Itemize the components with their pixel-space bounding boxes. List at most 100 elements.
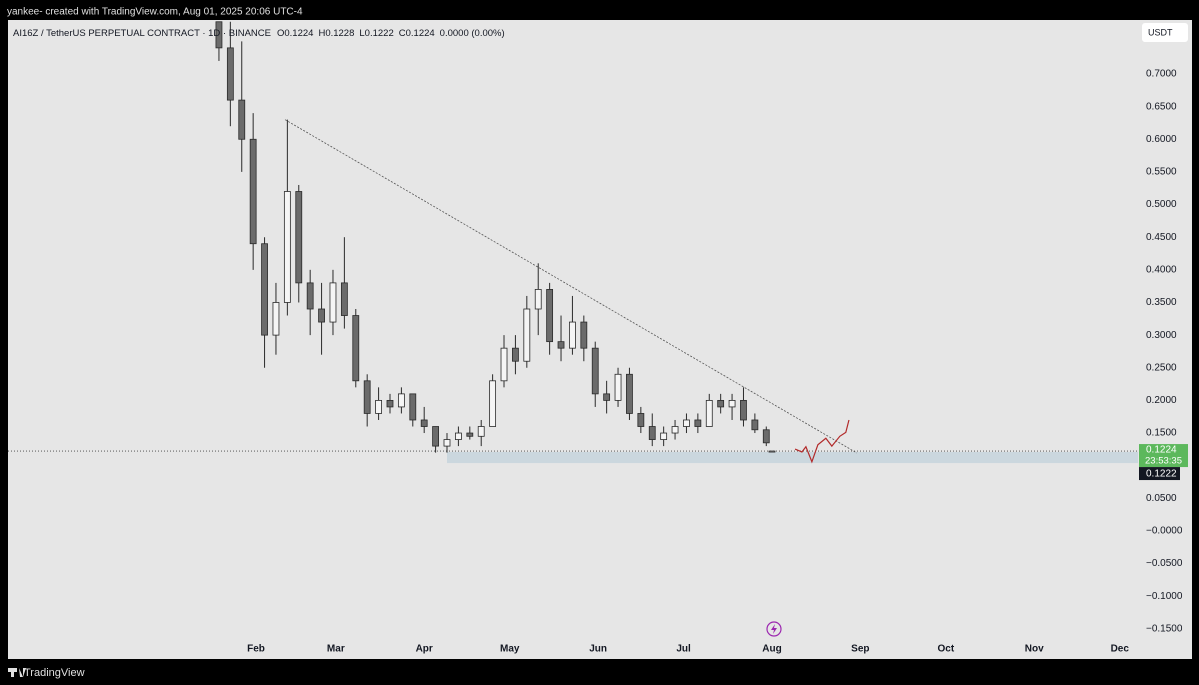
candle-body: [477, 426, 485, 437]
candle-body: [443, 439, 451, 447]
ohlc-key: H: [318, 28, 325, 39]
candle-body: [489, 380, 497, 427]
candle-body: [637, 413, 645, 427]
candle-body: [557, 341, 565, 349]
y-tick-label: −0.1500: [1146, 624, 1183, 635]
chart-area: [8, 20, 1192, 659]
candle-body: [751, 419, 759, 431]
candle-body: [283, 191, 291, 303]
candle-body: [660, 432, 668, 440]
x-tick-label: Nov: [1025, 644, 1044, 655]
x-tick-label: May: [500, 644, 520, 655]
y-tick-label: 0.0500: [1146, 493, 1177, 504]
candle-body: [432, 426, 439, 447]
y-tick-label: 0.6000: [1146, 134, 1177, 145]
y-tick-label: 0.1500: [1146, 428, 1177, 439]
candle-body: [306, 282, 314, 310]
x-tick-label: Sep: [851, 644, 869, 655]
ohlc-key: C: [399, 28, 406, 39]
candle-body: [603, 393, 611, 401]
plot: 0.7000 0.6500 0.6000 0.5500 0.5000 0.4500 0.40…: [8, 21, 1188, 655]
candle-body: [683, 419, 690, 427]
candle-body: [329, 282, 337, 323]
x-tick-label: Feb: [247, 644, 265, 655]
x-tick-label: Oct: [938, 644, 955, 655]
symbol-legend: AI16Z / TetherUS PERPETUAL CONTRACT · 1D…: [13, 28, 505, 39]
candle-body: [363, 380, 371, 414]
change: 0.0000 (0.00%): [440, 28, 505, 39]
candle-body: [318, 308, 325, 323]
candle-body: [249, 138, 257, 245]
ohlc-key: O: [277, 28, 284, 39]
y-tick-label: 0.5000: [1146, 199, 1177, 210]
candle-body: [397, 393, 405, 408]
candle-body: [740, 399, 747, 421]
y-tick-label: 0.2000: [1146, 395, 1177, 406]
candle-body: [580, 321, 588, 349]
ohlc-value: 0.1222: [365, 28, 394, 39]
y-tick-label: 0.4000: [1146, 264, 1177, 275]
candle-body: [409, 393, 417, 421]
brand: TradingView: [24, 667, 85, 679]
ohlc-key: L: [359, 28, 364, 39]
symbol: AI16Z / TetherUS PERPETUAL CONTRACT · 1D…: [13, 28, 271, 39]
candle-body: [295, 191, 303, 284]
projection-path: [794, 419, 850, 464]
brand-logo: [8, 668, 26, 677]
candle-body: [728, 399, 736, 408]
candle-body: [340, 282, 348, 316]
low-price-box: [1139, 467, 1180, 481]
event-icon-bolt: [771, 624, 777, 634]
x-tick-label: Mar: [327, 644, 345, 655]
candle-body: [226, 47, 234, 101]
candle-body: [694, 419, 702, 427]
x-tick-label: Jul: [676, 644, 691, 655]
candle-body: [375, 399, 382, 414]
candle-body: [523, 308, 531, 362]
candle-body: [569, 321, 576, 349]
x-tick-label: Apr: [416, 644, 433, 655]
candle-body: [261, 243, 268, 336]
currency-button[interactable]: [1142, 23, 1188, 42]
candle-body: [546, 289, 554, 343]
candle-body: [648, 426, 656, 440]
currency[interactable]: USDT: [1148, 27, 1173, 37]
candle-body: [762, 429, 770, 444]
y-tick-label: −0.0500: [1146, 558, 1183, 569]
x-tick-label: Aug: [762, 644, 781, 655]
candle-body: [420, 419, 428, 427]
candle-body: [386, 399, 394, 408]
x-tick-label: Jun: [589, 644, 607, 655]
event-icon[interactable]: [766, 621, 782, 637]
candle-body: [717, 399, 725, 408]
y-tick-label: 0.5500: [1146, 167, 1177, 178]
candle-body: [614, 373, 622, 401]
candle-body: [591, 347, 599, 395]
candle-body: [238, 99, 246, 140]
candle-body: [466, 432, 474, 437]
countdown: 23:53:35: [1145, 456, 1182, 467]
support-zone: [447, 451, 1139, 464]
candle-body: [272, 302, 280, 336]
candle-body: [768, 450, 776, 453]
y-tick-label: 0.3500: [1146, 297, 1177, 308]
y-tick-label: 0.2500: [1146, 362, 1177, 373]
candle-body: [352, 315, 360, 382]
candle-body: [671, 426, 679, 434]
y-tick-label: 0.4500: [1146, 232, 1177, 243]
candle-body: [512, 347, 519, 362]
y-tick-label: −0.0000: [1146, 526, 1183, 537]
candle-body: [215, 21, 223, 49]
ohlc-value: 0.1228: [325, 28, 354, 39]
x-tick-label: Dec: [1111, 644, 1130, 655]
y-tick-label: 0.3000: [1146, 330, 1177, 341]
last-price-label: 0.1224: [1146, 445, 1177, 456]
candle-body: [626, 373, 633, 414]
candle-body: [500, 347, 508, 382]
caption: yankee- created with TradingView.com, Au…: [7, 7, 303, 18]
ohlc-value: 0.1224: [406, 28, 435, 39]
y-tick-label: −0.1000: [1146, 591, 1183, 602]
trendline: [284, 119, 858, 454]
candle-body: [705, 399, 713, 427]
